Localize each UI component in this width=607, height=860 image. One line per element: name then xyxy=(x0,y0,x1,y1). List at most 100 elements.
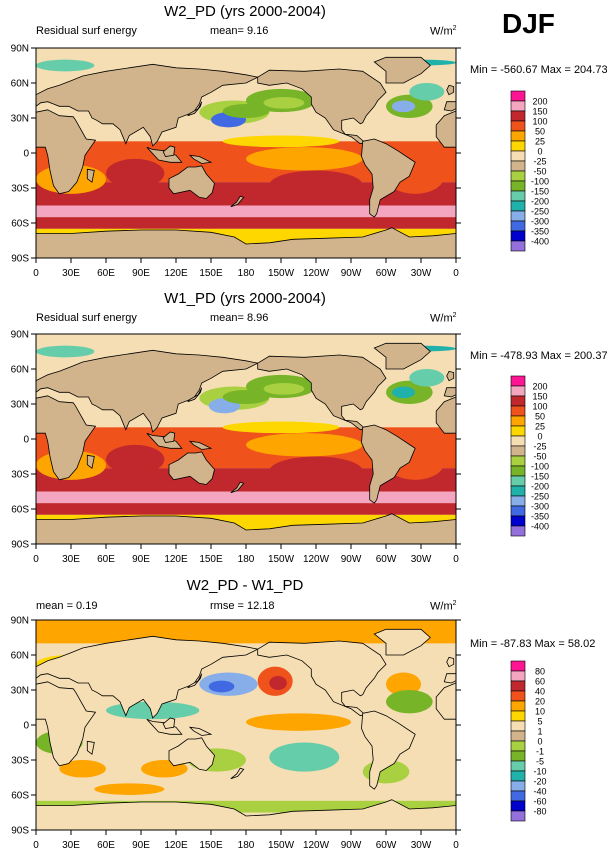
colorbar-level-label: -20 xyxy=(533,777,546,787)
colorbar-swatch xyxy=(510,130,526,142)
y-tick-label: 30S xyxy=(11,756,29,767)
x-tick-label: 180 xyxy=(238,840,255,851)
colorbar-level-label: 80 xyxy=(535,667,545,677)
panel-3-minmax: Min = -87.83 Max = 58.02 xyxy=(470,638,596,650)
field-region xyxy=(269,676,287,690)
field-region xyxy=(263,383,305,395)
colorbar-level-label: -400 xyxy=(531,237,549,247)
colorbar-level-label: -300 xyxy=(531,502,549,512)
x-tick-label: 60E xyxy=(97,554,115,565)
colorbar-swatch xyxy=(510,385,526,397)
colorbar-level-label: 50 xyxy=(535,412,545,422)
colorbar-level-label: -200 xyxy=(531,482,549,492)
y-tick-label: 90S xyxy=(11,254,29,265)
colorbar-swatch xyxy=(510,425,526,437)
colorbar-level-label: 40 xyxy=(535,687,545,697)
field-region xyxy=(386,672,421,696)
landmass-namerica xyxy=(257,354,387,431)
x-tick-label: 150E xyxy=(199,840,223,851)
colorbar-swatch xyxy=(510,170,526,182)
field-region xyxy=(222,135,340,148)
colorbar-swatch xyxy=(510,395,526,407)
field-region xyxy=(36,800,456,813)
y-tick-label: 0 xyxy=(23,149,29,160)
y-tick-label: 90N xyxy=(11,616,29,627)
colorbar-swatch xyxy=(510,515,526,527)
landmass-japan xyxy=(187,387,203,403)
colorbar-swatch xyxy=(510,495,526,507)
colorbar-level-label: 150 xyxy=(532,392,547,402)
landmass-westafrica xyxy=(435,396,456,434)
y-tick-label: 30N xyxy=(11,400,29,411)
landmass-iberia xyxy=(443,101,456,112)
x-tick-label: 30W xyxy=(411,268,432,279)
colorbar-level-label: -50 xyxy=(533,452,546,462)
colorbar-swatch xyxy=(510,435,526,447)
colorbar-swatch xyxy=(510,790,526,802)
y-tick-label: 0 xyxy=(23,435,29,446)
panel-1-minmax: Min = -560.67 Max = 204.73 xyxy=(470,64,607,76)
x-tick-label: 0 xyxy=(453,268,459,279)
colorbar-level-label: -25 xyxy=(533,442,546,452)
landmass-iberia xyxy=(443,673,456,684)
landmass-newguinea xyxy=(188,726,213,736)
colorbar-level-label: -150 xyxy=(531,472,549,482)
landmass-africa xyxy=(36,395,97,481)
landmass-newguinea xyxy=(188,440,213,450)
panel-1-units: W/m2 xyxy=(430,25,457,38)
colorbar-swatch xyxy=(510,810,526,822)
panel-2-title: W1_PD (yrs 2000-2004) xyxy=(164,290,326,307)
colorbar-swatch xyxy=(510,710,526,722)
colorbar-level-label: -250 xyxy=(531,207,549,217)
colorbar-level-label: 200 xyxy=(532,382,547,392)
landmass-africa xyxy=(36,681,97,767)
colorbar-level-label: 25 xyxy=(535,137,545,147)
colorbar-swatch xyxy=(510,740,526,752)
y-tick-label: 30N xyxy=(11,114,29,125)
panel-1-map: 0 30E 60E 90E 120E 150E 180 150W 120W 90W 60W 30W 09… xyxy=(11,44,461,279)
colorbar-level-label: -1 xyxy=(536,747,544,757)
x-tick-label: 90W xyxy=(341,840,362,851)
colorbar-level-label: -100 xyxy=(531,177,549,187)
landmass-samerica xyxy=(361,424,416,504)
x-tick-label: 120E xyxy=(164,840,188,851)
colorbar-swatch xyxy=(510,690,526,702)
panel-3-title: W2_PD - W1_PD xyxy=(186,577,304,594)
field-region xyxy=(59,760,106,778)
colorbar-swatch xyxy=(510,230,526,242)
x-tick-label: 90E xyxy=(132,268,150,279)
panel-3-mean: mean = 0.19 xyxy=(36,600,98,612)
field-region xyxy=(36,514,456,523)
y-tick-label: 30S xyxy=(11,470,29,481)
colorbar-level-label: 20 xyxy=(535,697,545,707)
colorbar-level-label: 25 xyxy=(535,422,545,432)
landmass-europe_asia xyxy=(36,63,259,147)
colorbar-swatch xyxy=(510,720,526,732)
colorbar-swatch xyxy=(510,525,526,537)
landmass-iberia xyxy=(443,387,456,398)
x-tick-label: 0 xyxy=(453,554,459,565)
landmass-australia xyxy=(168,165,215,199)
colorbar-swatch xyxy=(510,760,526,772)
colorbar-swatch xyxy=(510,465,526,477)
field-region xyxy=(36,345,95,358)
panel-2-map: 0 30E 60E 90E 120E 150E 180 150W 120W 90W 60W 30W 09… xyxy=(11,330,461,565)
x-tick-label: 60W xyxy=(376,840,397,851)
landmass-greenland xyxy=(373,56,431,84)
x-tick-label: 30E xyxy=(62,554,80,565)
landmass-uk xyxy=(446,656,455,668)
colorbar-swatch xyxy=(510,200,526,212)
colorbar-level-label: 60 xyxy=(535,677,545,687)
panel-1-colorbar: 20015010050250-25-50-100-150-200-250-300… xyxy=(510,90,549,252)
colorbar-swatch xyxy=(510,485,526,497)
colorbar-level-label: -25 xyxy=(533,157,546,167)
panel-3-map: 0 30E 60E 90E 120E 150E 180 150W 120W 90W 60W 30W 09… xyxy=(11,616,461,851)
colorbar-swatch xyxy=(510,730,526,742)
colorbar-swatch xyxy=(510,100,526,112)
x-tick-label: 150W xyxy=(268,554,295,565)
field-region xyxy=(208,680,235,693)
colorbar-swatch xyxy=(510,455,526,467)
landmass-europe_asia xyxy=(36,349,259,433)
landmass-japan xyxy=(187,101,203,117)
landmass-nz xyxy=(230,481,245,494)
